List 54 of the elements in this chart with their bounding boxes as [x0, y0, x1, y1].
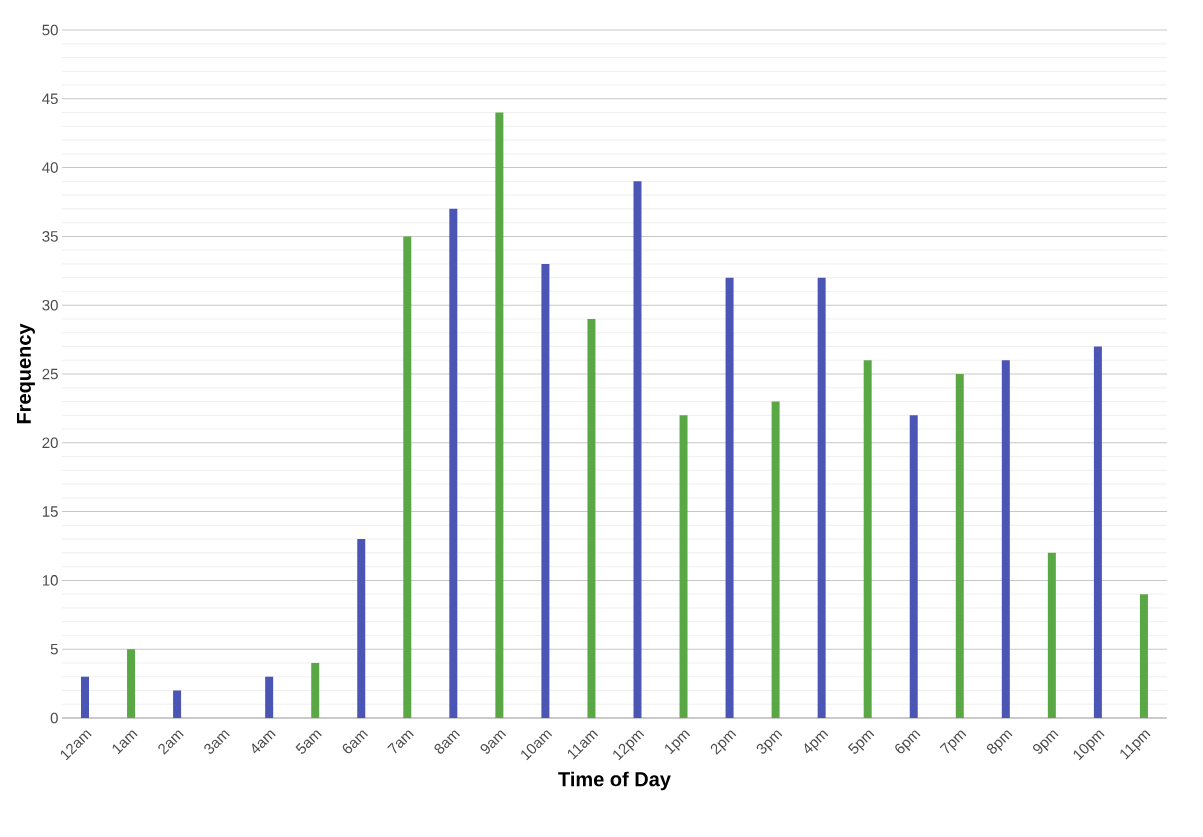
bar: [955, 373, 964, 718]
x-tick-label: 7pm: [939, 730, 967, 754]
bar: [127, 649, 136, 718]
bar: [633, 181, 642, 718]
x-tick-label: 8pm: [986, 730, 1013, 754]
bar: [725, 277, 734, 718]
bar: [863, 360, 872, 718]
bar: [541, 263, 550, 718]
y-tick-label: 40: [42, 162, 58, 173]
bar: [679, 415, 688, 718]
y-tick-label: 15: [42, 506, 58, 517]
y-tick-label: 25: [42, 368, 58, 380]
x-tick-label: 2pm: [710, 730, 737, 755]
x-tick-label: 9pm: [1033, 730, 1059, 754]
y-axis-title: Frequency: [17, 323, 35, 424]
bar: [1001, 360, 1010, 718]
x-tick-label: 6am: [342, 730, 368, 754]
x-tick-label: 3am: [204, 730, 230, 754]
x-tick-label: 6pm: [895, 730, 921, 754]
y-tick-label: 10: [42, 575, 58, 586]
y-tick-label: 0: [50, 712, 58, 724]
bar: [81, 676, 90, 718]
y-tick-label: 20: [42, 437, 58, 449]
bar: [357, 539, 366, 718]
x-tick-label: 7am: [387, 730, 414, 754]
bar: [817, 277, 826, 718]
bar: [311, 662, 320, 718]
x-tick-label: 1pm: [665, 730, 691, 755]
x-tick-label: 3pm: [756, 730, 783, 754]
x-tick-label: 4pm: [804, 730, 829, 754]
x-tick-label: 5pm: [847, 730, 875, 754]
bar: [403, 236, 412, 718]
y-tick-label: 45: [42, 93, 58, 105]
bar: [265, 676, 274, 718]
x-tick-label: 2am: [158, 730, 184, 755]
bar: [1093, 346, 1102, 718]
y-tick-label: 5: [50, 643, 58, 655]
x-axis-title: Time of Day: [558, 771, 671, 791]
y-tick-label: 30: [42, 299, 58, 311]
bar: [909, 415, 918, 718]
x-tick-label: 9am: [480, 730, 507, 754]
bar: [587, 318, 596, 718]
bar: [495, 112, 504, 718]
y-tick-label: 35: [42, 231, 58, 242]
y-tick-label: 50: [42, 24, 58, 36]
bar: [771, 401, 780, 718]
x-tick-label: 5am: [295, 730, 322, 754]
x-tick-label: 8am: [434, 730, 461, 754]
bar: [1047, 552, 1056, 718]
bar: [173, 690, 182, 718]
x-tick-label: 1am: [112, 730, 138, 755]
bar: [449, 208, 458, 718]
bar: [1139, 594, 1148, 718]
x-tick-label: 4am: [252, 730, 276, 754]
